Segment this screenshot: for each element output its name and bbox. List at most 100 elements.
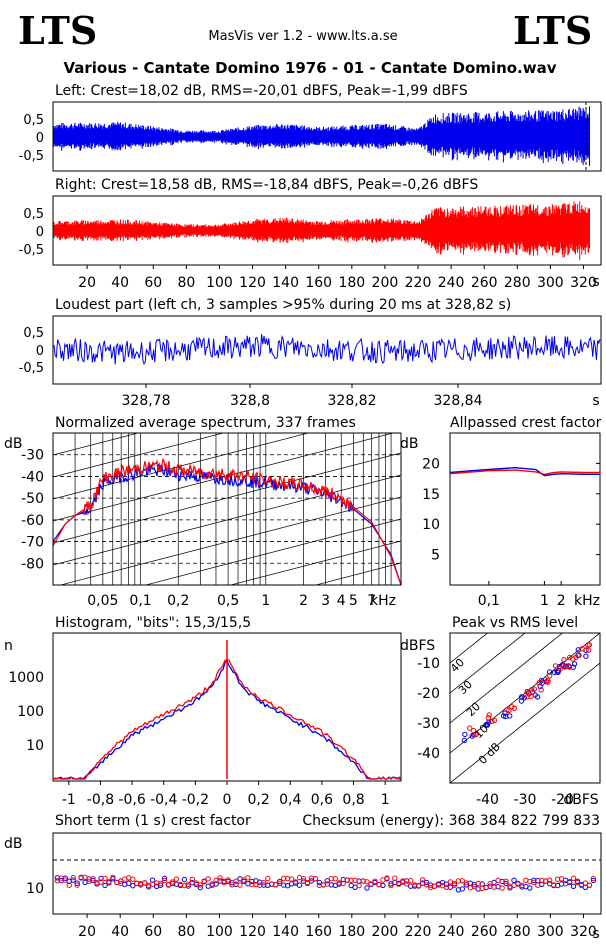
crest-point-right bbox=[551, 882, 557, 888]
histogram-xtick-0: -1 bbox=[62, 792, 76, 808]
crest-point-right bbox=[392, 875, 398, 881]
crest-point-right bbox=[205, 876, 211, 882]
peakrms-point-right bbox=[489, 718, 495, 725]
spectrum-label: Normalized average spectrum, 337 frames bbox=[55, 415, 356, 431]
crest-point-right bbox=[531, 879, 537, 885]
crest-point-left bbox=[181, 876, 188, 883]
spectrum-xtick-4: 1 bbox=[261, 593, 270, 609]
peakrms-point-right bbox=[576, 652, 582, 658]
time-ticklabel-10: 220 bbox=[405, 275, 432, 291]
histogram-ytick-2: 10 bbox=[26, 738, 44, 754]
app-title: MasVis ver 1.2 - www.lts.a.se bbox=[208, 29, 397, 44]
crest-time-ticklabel-3: 80 bbox=[177, 924, 195, 940]
spectrum-frame bbox=[52, 432, 402, 586]
left-waveform bbox=[53, 106, 590, 166]
crest-point-right bbox=[574, 879, 581, 886]
loudest-xtick-labels: 328,78 328,8 328,82 328,84 s bbox=[122, 384, 600, 409]
crest-point-right bbox=[209, 882, 215, 889]
spectrum-xunit: kHz bbox=[370, 593, 396, 609]
crest-point-right bbox=[241, 877, 247, 883]
crest-point-right bbox=[447, 879, 454, 885]
crest-point-right bbox=[130, 876, 136, 882]
checksum-label: Checksum (energy): 368 384 822 799 833 bbox=[302, 813, 600, 829]
peakrms-point-right bbox=[531, 686, 538, 692]
time-ticklabel-9: 200 bbox=[372, 275, 399, 291]
crest-point-left bbox=[277, 878, 283, 885]
time-ticklabel-5: 120 bbox=[239, 275, 266, 291]
spectrum-xtick-8: 5 bbox=[349, 593, 358, 609]
crest-point-left bbox=[511, 877, 517, 883]
crest-point-right bbox=[86, 878, 92, 884]
loudest-xtick-1: 328,8 bbox=[230, 393, 270, 409]
allpass-xtick-0: 0,1 bbox=[478, 593, 500, 609]
peakrms-point-right bbox=[525, 690, 532, 696]
crest-point-left bbox=[70, 877, 76, 883]
crest-point-right bbox=[324, 881, 330, 887]
spectrum-slope-12 bbox=[144, 518, 401, 585]
right-ytick-labels: 0,5 0 -0,5 bbox=[19, 207, 44, 258]
peakrms-point-left bbox=[507, 713, 513, 719]
crest-point-right bbox=[384, 875, 390, 881]
crest-time-ticklabel-15: 320 bbox=[570, 924, 597, 940]
crest-point-right bbox=[157, 880, 164, 887]
peakrms-diagonal-0 bbox=[450, 633, 489, 664]
peakrms-point-left bbox=[583, 653, 589, 659]
peakrms-diag-label-2: 20 bbox=[464, 700, 483, 719]
crest-point-right bbox=[547, 877, 553, 883]
allpass-xunit: kHz bbox=[574, 593, 600, 609]
crest-point-left bbox=[149, 877, 156, 883]
crest-point-right bbox=[312, 876, 319, 882]
time-ticklabel-11: 240 bbox=[438, 275, 465, 291]
time-ticklabel-8: 180 bbox=[338, 275, 365, 291]
crest-point-right bbox=[388, 882, 394, 889]
histogram-xtick-2: -0,6 bbox=[118, 792, 145, 808]
crest-point-right bbox=[340, 880, 346, 887]
crest-point-right bbox=[451, 882, 458, 888]
peakrms-xtick-1: -30 bbox=[514, 792, 537, 808]
loudest-frame bbox=[52, 315, 602, 385]
peakrms-point-left bbox=[554, 669, 560, 675]
peakrms-diagonal-1 bbox=[450, 633, 526, 694]
loudest-series-left bbox=[53, 334, 601, 365]
crest-point-right bbox=[332, 876, 338, 882]
spectrum-xtick-2: 0,2 bbox=[167, 593, 189, 609]
histogram-lines bbox=[52, 640, 402, 780]
allpass-label: Allpassed crest factor bbox=[450, 415, 602, 431]
time-ticklabel-2: 60 bbox=[144, 275, 162, 291]
spectrum-series-right bbox=[53, 457, 401, 585]
time-axis-unit: s bbox=[592, 274, 599, 290]
peakrms-point-left bbox=[461, 737, 468, 744]
allpass-series-right bbox=[449, 469, 600, 476]
crest-point-right bbox=[578, 882, 585, 889]
allpass-ytick-2: 10 bbox=[422, 517, 440, 533]
histogram-label: Histogram, "bits": 15,3/15,5 bbox=[55, 615, 251, 631]
crest-point-right bbox=[519, 882, 525, 888]
file-title: Various - Cantate Domino 1976 - 01 - Can… bbox=[63, 59, 556, 77]
crest-point-right bbox=[201, 879, 207, 885]
histogram-xtick-10: 1 bbox=[381, 792, 390, 808]
peakrms-point-right bbox=[552, 663, 559, 669]
time-ticklabel-4: 100 bbox=[206, 275, 233, 291]
peakrms-point-right bbox=[570, 656, 576, 662]
histogram-xtick-9: 0,8 bbox=[342, 792, 364, 808]
spectrum-ytick-4: -70 bbox=[21, 535, 44, 551]
crest-point-right bbox=[562, 881, 569, 887]
histogram-xtick-7: 0,4 bbox=[279, 792, 301, 808]
crest-time-ticklabel-12: 260 bbox=[471, 924, 498, 940]
loudest-xtick-2: 328,82 bbox=[328, 393, 377, 409]
loudest-ytick-2: -0,5 bbox=[19, 361, 44, 376]
peakrms-xtick-0: -40 bbox=[476, 792, 499, 808]
crest-point-right bbox=[70, 874, 76, 881]
crest-ylabel: dB bbox=[4, 836, 23, 852]
peakrms-point-left bbox=[521, 695, 528, 701]
spectrum-slope-9 bbox=[53, 452, 401, 544]
crest-point-right bbox=[233, 878, 239, 884]
crest-point-left bbox=[126, 880, 132, 886]
peakrms-point-left bbox=[546, 669, 553, 675]
peakrms-point-right bbox=[538, 687, 544, 693]
crest-point-right bbox=[404, 881, 410, 887]
allpass-lines bbox=[449, 466, 600, 477]
crest-point-right bbox=[300, 876, 307, 882]
crest-point-right bbox=[475, 880, 481, 887]
peakrms-diagonal-2 bbox=[450, 633, 564, 724]
